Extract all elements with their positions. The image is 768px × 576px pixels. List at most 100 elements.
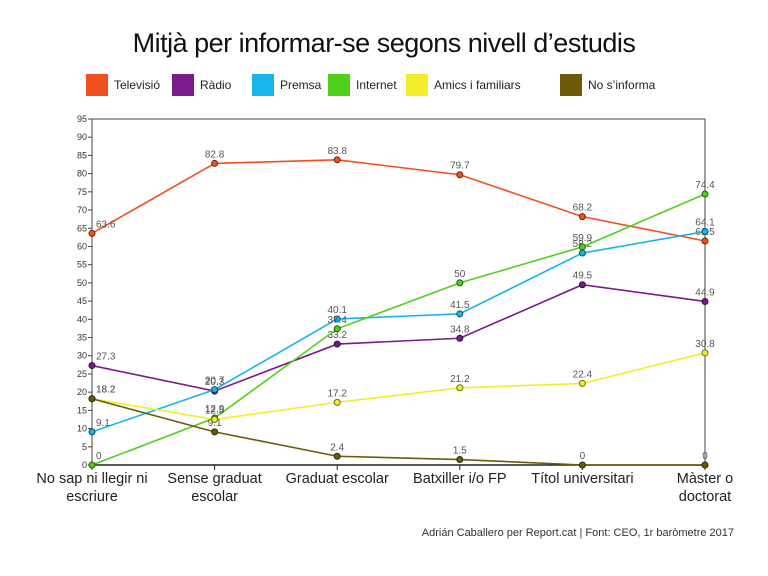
- series-6-data-label: 0: [702, 451, 708, 462]
- legend-swatch: [252, 74, 274, 96]
- chart-title: Mitjà per informar-se segons nivell d’es…: [132, 28, 636, 58]
- legend-swatch: [86, 74, 108, 96]
- series-4-point: [456, 279, 464, 287]
- plot-frame: [91, 118, 706, 466]
- series-1-point: [88, 229, 96, 237]
- series-2-point: [333, 340, 341, 348]
- series-1-data-label: 68.2: [573, 203, 593, 214]
- series-3-data-label: 64.1: [695, 218, 715, 229]
- legend-swatch: [560, 74, 582, 96]
- series-4-data-label: 37.4: [327, 315, 347, 326]
- series-2-data-label: 27.3: [96, 352, 116, 363]
- y-tick-label: 90: [77, 132, 87, 142]
- series-1-point: [211, 159, 219, 167]
- x-tick-label: Màster o doctorat: [677, 471, 733, 505]
- series-6-point: [701, 461, 709, 469]
- series-5-point: [578, 379, 586, 387]
- series-5-point: [333, 398, 341, 406]
- series-5-data-label: 17.2: [327, 388, 347, 399]
- y-tick-label: 70: [77, 205, 87, 215]
- y-tick-label: 65: [77, 223, 87, 233]
- series-5-data-label: 12.5: [205, 405, 225, 416]
- series-6-data-label: 2.4: [330, 442, 344, 453]
- series-5-point: [211, 415, 219, 423]
- series-4-point: [333, 325, 341, 333]
- y-tick-label: 50: [77, 278, 87, 288]
- series-6-point: [88, 395, 96, 403]
- series-6-data-label: 9.1: [208, 418, 222, 429]
- y-tick-label: 85: [77, 150, 87, 160]
- series-3-data-label: 40.1: [327, 305, 347, 316]
- y-tick-label: 30: [77, 351, 87, 361]
- legend-swatch: [172, 74, 194, 96]
- series-3-point: [701, 228, 709, 236]
- series-4-data-label: 59.9: [573, 233, 593, 244]
- x-tick-label: No sap ni llegir ni escriure: [36, 471, 147, 505]
- series-1-point: [701, 237, 709, 245]
- series-3-data-label: 9.1: [96, 418, 110, 429]
- legend-item-3: Premsa: [252, 74, 321, 96]
- series-5-data-label: 22.4: [573, 369, 593, 380]
- y-tick-label: 20: [77, 387, 87, 397]
- y-tick-label: 60: [77, 241, 87, 251]
- series-6-point: [578, 461, 586, 469]
- series-5-data-label: 30.8: [695, 339, 715, 350]
- series-6-point: [333, 452, 341, 460]
- series-4-point: [701, 190, 709, 198]
- series-2-data-label: 33.2: [327, 330, 347, 341]
- series-3-point: [88, 428, 96, 436]
- legend-label: No s’informa: [588, 78, 656, 92]
- series-5-data-label: 21.2: [450, 374, 470, 385]
- legend-label: Amics i familiars: [434, 78, 521, 92]
- series-3-line: [91, 230, 706, 433]
- series-4-data-label: 12.9: [205, 404, 225, 415]
- x-tick-label: Títol universitari: [531, 471, 633, 487]
- legend-item-2: Ràdio: [172, 74, 231, 96]
- y-tick-label: 55: [77, 260, 87, 270]
- x-tick-label: Batxiller i/o FP: [413, 471, 506, 487]
- series-2-point: [456, 334, 464, 342]
- series-1-point: [456, 171, 464, 179]
- series-6-point: [456, 456, 464, 464]
- series-5-point: [701, 349, 709, 357]
- legend-label: Internet: [356, 78, 397, 92]
- series-1-data-label: 83.8: [327, 146, 347, 157]
- series-6-point: [211, 428, 219, 436]
- series-3-point: [333, 315, 341, 323]
- legend-label: Televisió: [114, 78, 161, 92]
- series-3-point: [456, 310, 464, 318]
- legend-item-6: No s’informa: [560, 74, 655, 96]
- series-1-point: [333, 156, 341, 164]
- legend-swatch: [328, 74, 350, 96]
- y-tick-label: 95: [77, 114, 87, 124]
- series-6-data-label: 0: [580, 451, 586, 462]
- legend-item-4: Internet: [328, 74, 397, 96]
- legend-swatch: [406, 74, 428, 96]
- y-tick-label: 35: [77, 333, 87, 343]
- legend-label: Premsa: [280, 78, 322, 92]
- series-5-line: [91, 352, 706, 421]
- series-2-point: [701, 297, 709, 305]
- series-4-point: [88, 461, 96, 469]
- y-tick-label: 25: [77, 369, 87, 379]
- series-4-point: [578, 243, 586, 251]
- series-2-line: [91, 283, 706, 392]
- series-6-data-label: 18.2: [96, 385, 116, 396]
- series-2-data-label: 49.5: [573, 271, 593, 282]
- series-1-point: [578, 213, 586, 221]
- y-tick-label: 10: [77, 424, 87, 434]
- series-4-data-label: 74.4: [695, 180, 715, 191]
- series-2-point: [88, 362, 96, 370]
- series-2-data-label: 34.8: [450, 324, 470, 335]
- y-tick-label: 5: [82, 442, 87, 452]
- y-tick-label: 75: [77, 187, 87, 197]
- series-4-data-label: 0: [96, 451, 102, 462]
- series-6-data-label: 1.5: [453, 446, 467, 457]
- series-5-point: [456, 384, 464, 392]
- series-6-line: [91, 397, 705, 466]
- series-1-line: [91, 158, 706, 242]
- legend-label: Ràdio: [200, 78, 232, 92]
- y-tick-label: 45: [77, 296, 87, 306]
- y-tick-label: 0: [82, 460, 87, 470]
